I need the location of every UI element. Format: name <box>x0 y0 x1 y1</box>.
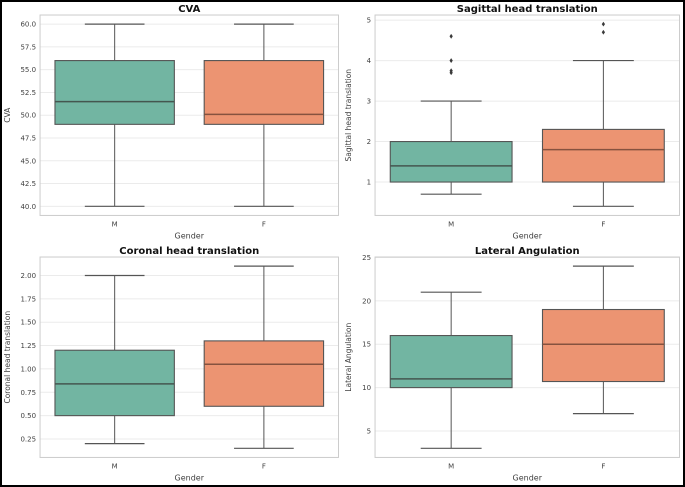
y-axis-label: Lateral Angulation <box>344 322 353 391</box>
y-tick-label: 20 <box>362 296 371 305</box>
box-F <box>203 339 325 407</box>
axes-frame <box>374 256 680 458</box>
y-axis-label: Sagittal head translation <box>344 69 353 162</box>
y-tick-label: 25 <box>362 252 371 261</box>
y-tick-label: 5 <box>366 426 370 435</box>
x-axis-label: Gender <box>175 473 205 482</box>
plot-title: Lateral Angulation <box>474 246 579 257</box>
y-tick-label: 47.5 <box>20 134 36 143</box>
y-tick-label: 0.75 <box>20 387 36 396</box>
outlier-point-F <box>601 29 605 35</box>
y-tick-label: 4 <box>366 56 371 65</box>
y-tick-label: 5 <box>366 16 370 25</box>
outlier-point-M <box>449 68 453 74</box>
box-M <box>54 60 175 125</box>
box-M <box>389 334 513 388</box>
y-tick-label: 42.5 <box>20 179 36 188</box>
y-tick-label: 40.0 <box>20 202 36 211</box>
x-tick-label: F <box>262 461 266 470</box>
x-tick-label: F <box>601 461 605 470</box>
subplot-lateral-angulation: 5 10 15 20 25 Lateral Angulation Gender Lateral… <box>344 246 680 482</box>
y-tick-label: 52.5 <box>20 88 36 97</box>
x-tick-label: F <box>262 219 266 228</box>
subplot-sagittal-head-translation: 1 2 3 4 5 Sagittal head translation Gender Sagi… <box>344 4 680 240</box>
subplot-cva: 40.0 42.5 45.0 47.5 50.0 52.5 55.0 57.5 60.0 CVA G… <box>3 4 339 240</box>
subplot-coronal-head-translation: 0.25 0.50 0.75 1.00 1.25 1.50 1.75 2.00 Coronal … <box>3 246 339 482</box>
box-M <box>54 349 175 416</box>
outlier-point-M <box>449 33 453 39</box>
plot-title: CVA <box>178 4 200 15</box>
outlier-point-M <box>449 58 453 63</box>
y-tick-label: 55.0 <box>20 65 36 74</box>
y-tick-label: 2.00 <box>20 270 36 279</box>
x-axis-label: Gender <box>512 231 542 240</box>
x-tick-label: F <box>601 219 605 228</box>
y-tick-label: 0.25 <box>20 434 36 443</box>
y-axis-label: Coronal head translation <box>3 310 12 403</box>
box-F <box>541 308 665 382</box>
box-M <box>389 141 513 183</box>
x-tick-label: M <box>112 219 118 228</box>
y-tick-label: 3 <box>366 97 370 106</box>
y-tick-label: 50.0 <box>20 111 36 120</box>
box-F <box>541 128 665 183</box>
y-tick-label: 1.75 <box>20 294 36 303</box>
y-tick-label: 15 <box>362 339 371 348</box>
y-tick-label: 2 <box>366 137 370 146</box>
plot-title: Coronal head translation <box>119 246 259 257</box>
outlier-point-F <box>601 21 605 27</box>
axes-frame <box>39 256 339 458</box>
y-tick-label: 1.25 <box>20 341 36 350</box>
y-tick-label: 1.50 <box>20 317 36 326</box>
x-axis-label: Gender <box>175 231 205 240</box>
y-tick-label: 45.0 <box>20 156 36 165</box>
y-axis-label: CVA <box>3 107 12 123</box>
x-axis-label: Gender <box>512 473 542 482</box>
y-tick-label: 0.50 <box>20 411 36 420</box>
y-tick-label: 60.0 <box>20 20 36 29</box>
y-tick-label: 10 <box>362 383 371 392</box>
y-tick-label: 1.00 <box>20 364 36 373</box>
y-tick-label: 1 <box>366 178 370 187</box>
y-tick-label: 57.5 <box>20 42 36 51</box>
x-tick-label: M <box>448 461 454 470</box>
axes-frame <box>39 14 339 216</box>
axes-frame <box>374 14 680 216</box>
plot-title: Sagittal head translation <box>456 4 597 15</box>
x-tick-label: M <box>448 219 454 228</box>
x-tick-label: M <box>112 461 118 470</box>
